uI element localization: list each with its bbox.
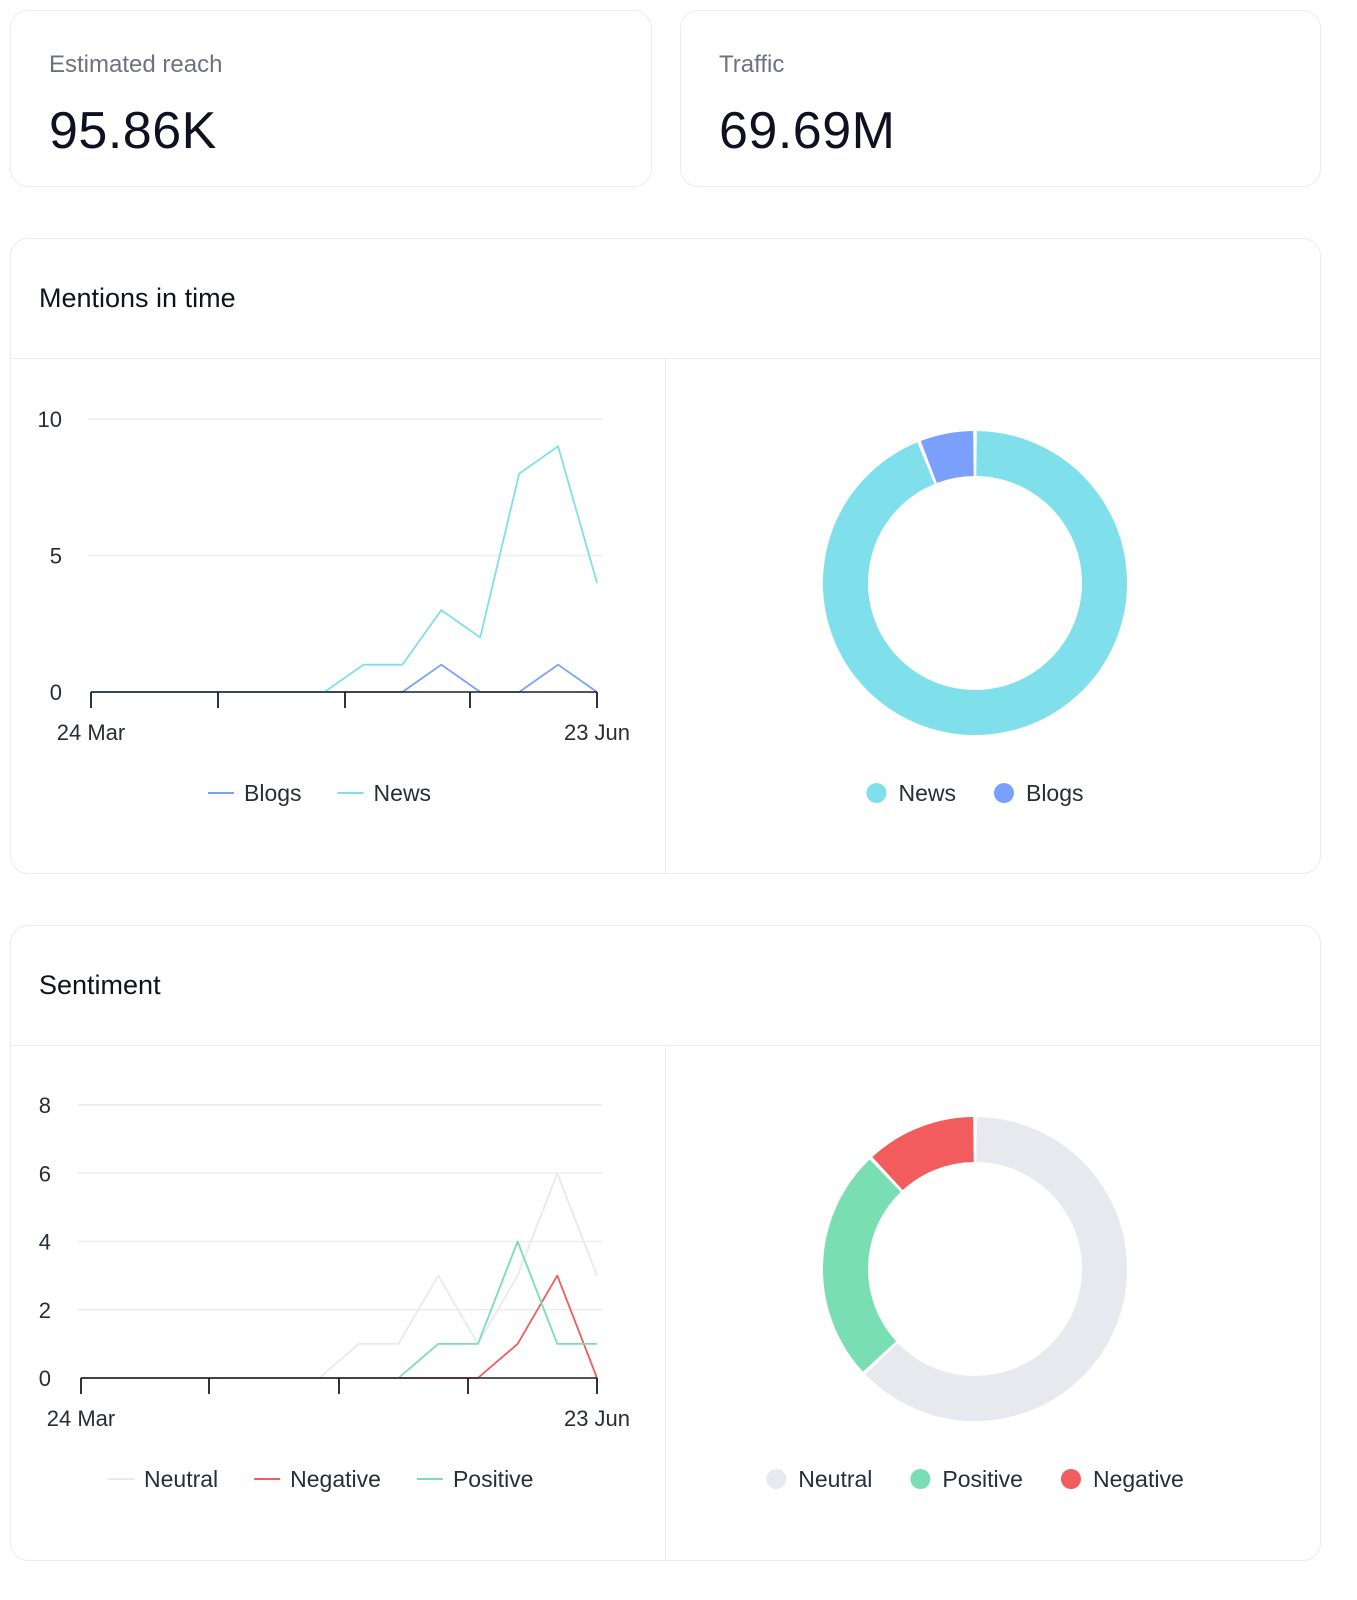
traffic-label: Traffic: [719, 51, 785, 78]
mentions-title: Mentions in time: [39, 283, 236, 313]
sentiment-title: Sentiment: [39, 970, 161, 1000]
sentiment-card: Sentiment: [10, 925, 1321, 1561]
mentions-column-divider: [665, 359, 666, 873]
sentiment-divider: [11, 1045, 1320, 1046]
estimated-reach-card: Estimated reach 95.86K: [10, 10, 652, 187]
estimated-reach-label: Estimated reach: [49, 51, 223, 78]
estimated-reach-value: 95.86K: [49, 102, 217, 160]
traffic-card: Traffic 69.69M: [680, 10, 1321, 187]
mentions-card: Mentions in time: [10, 238, 1321, 874]
sentiment-column-divider: [665, 1046, 666, 1560]
traffic-value: 69.69M: [719, 102, 896, 160]
mentions-divider: [11, 358, 1320, 359]
